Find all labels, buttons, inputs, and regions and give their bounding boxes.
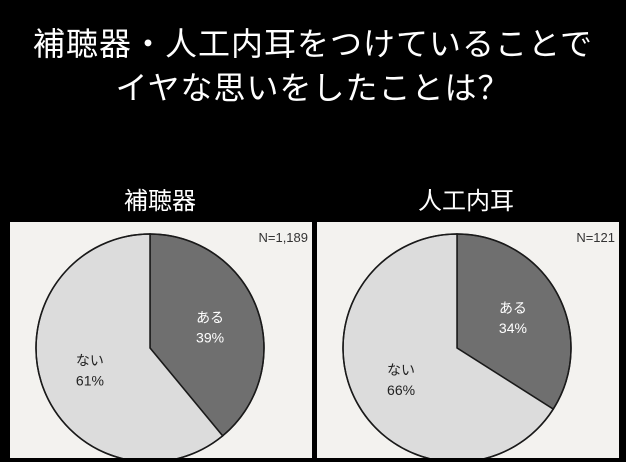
chart-title-cochlear-implant: 人工内耳 <box>418 187 514 215</box>
slice-value-label: 61% <box>76 373 104 389</box>
slice-label: ある <box>499 301 527 317</box>
pie-outline <box>35 233 265 458</box>
sample-size-label: N=1,189 <box>258 230 308 245</box>
sample-size-label: N=121 <box>576 230 615 245</box>
slice-value-label: 34% <box>499 320 527 336</box>
pie-panel-cochlear-implant: ある 34% ない 66% N=121 <box>317 222 619 458</box>
title-line-1: 補聴器・人工内耳をつけていることで <box>32 25 594 63</box>
pie-chart-hearing-aid: ある 39% ない 61% <box>35 233 265 458</box>
slice-value-label: 39% <box>196 329 224 345</box>
pie-outline <box>342 233 572 458</box>
main-title: 補聴器・人工内耳をつけていることで イヤな思いをしたことは？ <box>0 22 626 110</box>
chart-title-hearing-aid: 補聴器 <box>124 187 196 215</box>
pie-panel-hearing-aid: ある 39% ない 61% N=1,189 <box>10 222 312 458</box>
pie-chart-cochlear-implant: ある 34% ない 66% <box>342 233 572 458</box>
slice-label: ない <box>76 354 104 370</box>
slice-label: ある <box>196 310 224 326</box>
slice-value-label: 66% <box>387 382 415 398</box>
title-line-2: イヤな思いをしたことは？ <box>115 69 511 107</box>
slice-label: ない <box>387 363 415 379</box>
